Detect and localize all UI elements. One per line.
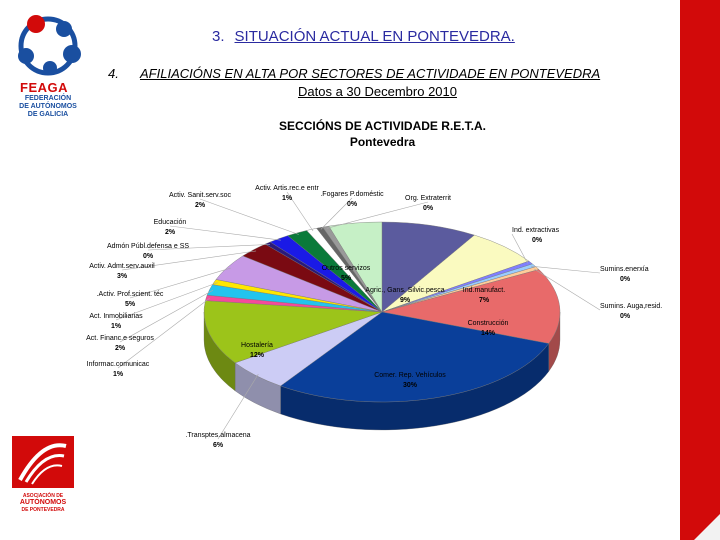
pie-slice-value: 5% xyxy=(125,301,136,308)
pie-leader-line xyxy=(121,250,257,271)
pie-slice-label: Admón Públ.defensa e SS xyxy=(107,243,189,250)
pie-slice-value: 0% xyxy=(347,201,358,208)
pie-leader-line xyxy=(320,197,353,230)
feaga-brand: FEAGA xyxy=(20,80,68,95)
pie-leaders xyxy=(115,191,601,440)
pie-leader-line xyxy=(117,297,210,369)
asoc-line1: ASOCIACIÓN DE xyxy=(22,493,64,499)
asoc-line2: AUTÓNOMOS xyxy=(19,499,67,506)
pie-slice xyxy=(280,311,550,403)
chart-subtitle: Pontevedra xyxy=(349,135,416,149)
pie-slice-value: 0% xyxy=(620,276,631,283)
pie-slice-value: 3% xyxy=(117,273,128,280)
chart-title-block: SECCIÓNS DE ACTIVIDADE R.E.T.A. Ponteved… xyxy=(240,118,525,150)
pie-slice-label: Agric., Gans. Silvic.pesca xyxy=(365,287,444,294)
pie-slice-label: Act. Financ.e seguros xyxy=(86,335,154,342)
feaga-line2: DE AUTÓNOMOS xyxy=(19,103,77,110)
pie-slice-label: .Activ. Prof.scient. téc xyxy=(97,291,164,298)
pie-leader-line xyxy=(199,198,299,235)
pie-slice-label: Outros servizos xyxy=(322,265,371,272)
feaga-logo: FEAGA FEDERACIÓN DE AUTÓNOMOS DE GALICIA xyxy=(6,14,90,124)
pie-leader-line xyxy=(119,290,214,343)
feaga-line3: DE GALICIA xyxy=(27,111,69,118)
section-title: SITUACIÓN ACTUAL EN PONTEVEDRA. xyxy=(234,28,515,45)
pie-slice-value: 12% xyxy=(250,352,265,359)
pie-slice-value: 1% xyxy=(111,323,122,330)
feaga-line1: FEDERACIÓN xyxy=(24,95,72,102)
pie-slice-label: Construcción xyxy=(468,320,509,327)
pie-slice-label: Hostalería xyxy=(241,342,273,349)
pie-slice-label: Activ. Artis.rec.e entr xyxy=(255,185,319,192)
pie-slice xyxy=(381,269,561,344)
pie-slice-label: .Fogares P.doméstic xyxy=(320,191,384,198)
pie-slice-label: Sumins.enerxía xyxy=(600,266,649,273)
pie-slice-label: Ind.manufact. xyxy=(463,287,505,294)
pie-labels: Agric., Gans. Silvic.pesca 9% Ind.manufact… xyxy=(86,185,662,449)
pie-slice xyxy=(328,221,383,313)
pie-slice xyxy=(203,300,383,364)
pie-slice-label: Activ. Admt.serv.auxil xyxy=(89,263,155,270)
section-number: 3. xyxy=(212,28,225,45)
pie-slice-label: .Transptes.almacena xyxy=(185,432,250,439)
pie-sides xyxy=(203,311,561,431)
pie-leader-line xyxy=(511,233,528,264)
pie-slice-value: 0% xyxy=(143,253,154,260)
pie-slice-value: 5% xyxy=(341,275,352,282)
pie-slice-value: 30% xyxy=(403,382,418,389)
feaga-emblem-icon xyxy=(18,15,81,76)
pie-slice-value: 0% xyxy=(532,237,543,244)
pie-slice xyxy=(381,221,475,313)
pie-slice-value: 2% xyxy=(115,345,126,352)
pie-slice-value: 7% xyxy=(479,297,490,304)
chart-title: SECCIÓNS DE ACTIVIDADE R.E.T.A. xyxy=(279,119,486,133)
asociacion-emblem-icon xyxy=(12,436,74,488)
pie-tops xyxy=(203,221,561,403)
pie-leader-line xyxy=(534,268,601,311)
pie-leader-line xyxy=(217,374,259,440)
asociacion-logo: ASOCIACIÓN DE AUTÓNOMOS DE PONTEVEDRA xyxy=(12,436,74,514)
pie-slice-value: 9% xyxy=(400,297,411,304)
subsection-number: 4. xyxy=(108,66,119,81)
pie-slice-value: 1% xyxy=(113,371,124,378)
pie-leader-line xyxy=(129,267,231,299)
pie-slice-label: Act. Inmobiliarias xyxy=(89,313,143,320)
pie-slice-value: 1% xyxy=(282,195,293,202)
pie-slice-label: Sumins. Auga,resid. xyxy=(600,303,662,310)
pie-slice-label: Educación xyxy=(154,219,187,226)
asoc-line3: DE PONTEVEDRA xyxy=(21,507,65,513)
pie-slice-label: Ind. extractivas xyxy=(512,227,560,234)
pie-slice-value: 2% xyxy=(195,202,206,209)
page-fold-corner xyxy=(694,514,720,540)
date-line: Datos a 30 Decembro 2010 xyxy=(298,84,457,99)
pie-slice-label: Activ. Sanit.serv.soc xyxy=(169,192,231,199)
pie-leader-line xyxy=(531,265,601,274)
pie-slice-value: 0% xyxy=(423,205,434,212)
subsection-heading: 4. AFILIACIÓNS EN ALTA POR SECTORES DE AC… xyxy=(108,66,600,81)
pie-slice-value: 2% xyxy=(165,229,176,236)
pie-slice-value: 6% xyxy=(213,442,224,449)
pie-leader-line xyxy=(147,244,270,251)
subsection-title: AFILIACIÓNS EN ALTA POR SECTORES DE ACTI… xyxy=(140,66,601,81)
pie-leader-line xyxy=(169,225,281,241)
pie-leader-line xyxy=(326,201,429,229)
pie-slice-value: 14% xyxy=(481,330,496,337)
pie-chart: Agric., Gans. Silvic.pesca 9% Ind.manufact… xyxy=(86,185,662,449)
pie-slice-label: Org. Extraterrit xyxy=(405,195,451,202)
section-heading: 3. SITUACIÓN ACTUAL EN PONTEVEDRA. xyxy=(212,28,515,45)
pie-leader-line xyxy=(286,191,314,232)
pie-slice-label: Informac.comunicac xyxy=(87,361,150,368)
pie-slice-value: 0% xyxy=(620,313,631,320)
right-accent-bar xyxy=(680,0,720,540)
pie-slice-label: Comer. Rep. Vehículos xyxy=(374,372,446,379)
pie-leader-line xyxy=(115,282,218,321)
